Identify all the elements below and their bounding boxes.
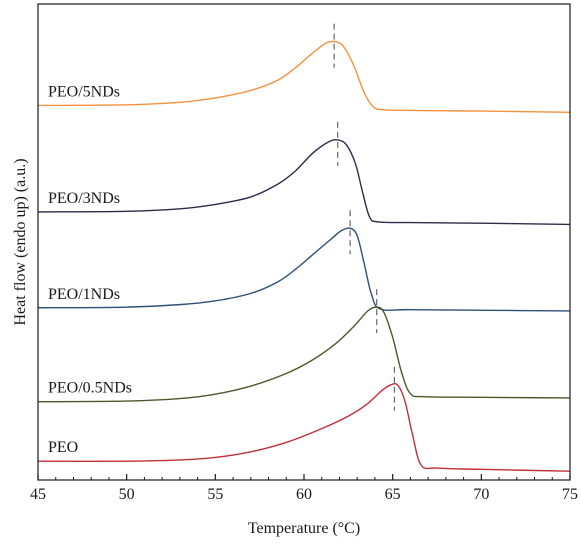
x-tick-label: 70: [473, 486, 489, 503]
series-label-peo-3nds: PEO/3NDs: [48, 190, 120, 207]
series-label-peo-1nds: PEO/1NDs: [48, 286, 120, 303]
x-tick-label: 55: [207, 486, 223, 503]
curve-peo-3nds: [37, 138, 571, 226]
peak-markers-layer: [333, 23, 396, 411]
x-axis-ticks: 45 50 55 60 65 70 75: [30, 474, 578, 503]
series-label-peo-0-5nds: PEO/0.5NDs: [48, 380, 132, 397]
y-axis-label: Heat flow (endo up) (a.u.): [12, 158, 29, 325]
curve-peo-0-5nds: [37, 306, 571, 403]
x-axis-label: Temperature (°C): [248, 520, 360, 537]
x-tick-label: 50: [119, 486, 135, 503]
plot-frame: [37, 3, 571, 481]
x-tick-label: 45: [30, 486, 46, 503]
x-tick-label: 60: [296, 486, 312, 503]
series-label-peo-5nds: PEO/5NDs: [48, 83, 120, 100]
series-labels-layer: PEO/5NDs PEO/3NDs PEO/1NDs PEO/0.5NDs PEO: [48, 83, 132, 456]
curve-peo-5nds: [37, 40, 571, 114]
curves-layer: [37, 40, 571, 472]
x-tick-label: 75: [562, 486, 578, 503]
curve-peo-1nds: [37, 227, 571, 312]
x-tick-label: 65: [385, 486, 401, 503]
series-label-peo: PEO: [48, 439, 78, 456]
curve-peo: [37, 383, 571, 472]
